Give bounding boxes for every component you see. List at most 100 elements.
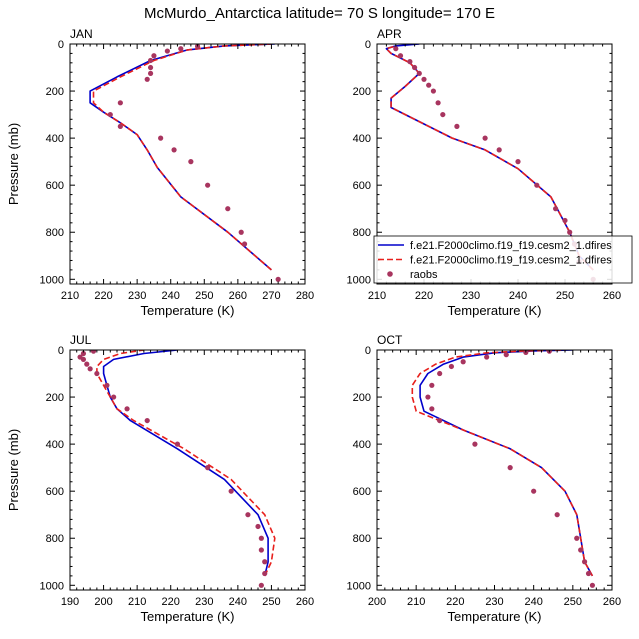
raobs-point: [104, 382, 110, 388]
raobs-point: [262, 570, 268, 577]
x-tick-label: 240: [524, 596, 542, 608]
raobs-point: [531, 488, 537, 494]
raobs-point: [87, 366, 93, 372]
x-tick-label: 220: [415, 290, 433, 302]
y-tick-label: 1000: [347, 580, 371, 592]
raobs-point: [407, 59, 413, 65]
raobs-point: [460, 359, 466, 365]
legend: f.e21.F2000climo.f19_f19.cesm2_1.dfiresf…: [373, 235, 633, 284]
raobs-point: [416, 70, 422, 77]
raobs-point: [437, 417, 443, 424]
x-tick-label: 200: [368, 596, 386, 608]
raobs-point: [225, 206, 231, 212]
raobs-point: [241, 241, 248, 247]
raobs-point: [472, 441, 478, 447]
x-tick-label: 230: [195, 596, 213, 608]
x-tick-label: 240: [162, 290, 180, 302]
series-group: [89, 44, 281, 282]
x-tick-label: 230: [462, 290, 480, 302]
raobs-point: [258, 582, 264, 588]
y-tick-label: 0: [365, 39, 371, 51]
raobs-point: [440, 111, 446, 118]
x-axis-label: Temperature (K): [448, 609, 542, 624]
raobs-point: [426, 82, 432, 88]
x-tick-label: 260: [296, 596, 314, 608]
raobs-point: [245, 512, 251, 518]
raobs-point: [574, 535, 580, 541]
x-tick-label: 260: [603, 596, 621, 608]
raobs-point: [144, 417, 150, 424]
raobs-point: [503, 352, 509, 358]
y-tick-label: 200: [46, 86, 64, 98]
panel-label: JAN: [70, 27, 93, 41]
x-tick-label: 210: [128, 596, 146, 608]
x-tick-label: 250: [262, 596, 280, 608]
raobs-point: [111, 394, 117, 400]
model-line-solid: [419, 350, 594, 577]
raobs-point: [435, 100, 441, 106]
raobs-point: [581, 559, 588, 565]
raobs-point: [484, 354, 490, 360]
y-tick-label: 800: [353, 227, 371, 239]
x-tick-label: 250: [556, 290, 574, 302]
legend-label: f.e21.F2000climo.f19_f19.cesm2_1.dfires: [410, 255, 612, 267]
x-tick-label: 270: [262, 290, 280, 302]
raobs-point: [117, 100, 123, 106]
x-tick-label: 220: [446, 596, 464, 608]
raobs-point: [515, 159, 521, 165]
y-axis-label: Pressure (mb): [6, 123, 21, 205]
y-tick-label: 400: [46, 439, 64, 451]
panel-jan: 210 220 230 240 250 260 270 280 0 200 400 600 800 100…: [6, 27, 314, 318]
raobs-point: [275, 276, 281, 282]
y-tick-label: 1000: [347, 274, 371, 286]
y-tick-label: 800: [353, 533, 371, 545]
raobs-point: [425, 394, 431, 400]
x-tick-label: 230: [485, 596, 503, 608]
series-group: [411, 350, 596, 588]
y-tick-label: 200: [353, 392, 371, 404]
plot-frame: [69, 349, 306, 591]
raobs-point: [228, 488, 234, 494]
x-tick-label: 220: [94, 290, 112, 302]
figure-title: McMurdo_Antarctica latitude= 70 S longit…: [144, 5, 495, 22]
raobs-point: [421, 76, 427, 82]
legend-box: [373, 235, 633, 284]
raobs-point: [554, 512, 560, 518]
panel-label: JUL: [70, 333, 92, 347]
legend-marker: [387, 271, 393, 277]
y-tick-label: 0: [365, 345, 371, 357]
raobs-point: [562, 217, 568, 224]
series-group: [77, 350, 276, 588]
x-tick-label: 250: [195, 290, 213, 302]
x-tick-label: 210: [407, 596, 425, 608]
legend-label: f.e21.F2000climo.f19_f19.cesm2_1.dfires: [410, 240, 612, 252]
y-axis-label: Pressure (mb): [6, 429, 21, 511]
raobs-point: [238, 229, 244, 235]
y-tick-label: 400: [353, 133, 371, 145]
raobs-point: [205, 182, 211, 188]
raobs-point: [80, 350, 87, 357]
raobs-point: [429, 406, 435, 412]
model-line-dashed: [92, 44, 272, 271]
plot-frame: [376, 43, 613, 285]
x-axis-label: Temperature (K): [448, 303, 542, 318]
x-tick-label: 260: [603, 290, 621, 302]
raobs-point: [147, 70, 154, 77]
x-axis-label: Temperature (K): [141, 609, 235, 624]
panels: 210 220 230 240 250 260 270 280 0 200 400 600 800 100…: [6, 27, 633, 624]
raobs-point: [94, 370, 100, 377]
raobs-point: [158, 135, 164, 141]
x-tick-label: 240: [509, 290, 527, 302]
y-tick-label: 200: [353, 86, 371, 98]
raobs-point: [393, 46, 399, 52]
raobs-point: [178, 46, 184, 52]
raobs-point: [124, 406, 130, 412]
panel-label: APR: [377, 27, 402, 41]
model-line-dashed: [96, 350, 276, 577]
raobs-point: [255, 523, 261, 530]
panel-apr: 210 220 230 240 250 260 0 200 400 600 800 1000 APR Te…: [347, 27, 633, 318]
y-tick-label: 600: [46, 180, 64, 192]
y-tick-label: 800: [46, 227, 64, 239]
raobs-point: [567, 229, 573, 235]
raobs-point: [429, 382, 435, 388]
